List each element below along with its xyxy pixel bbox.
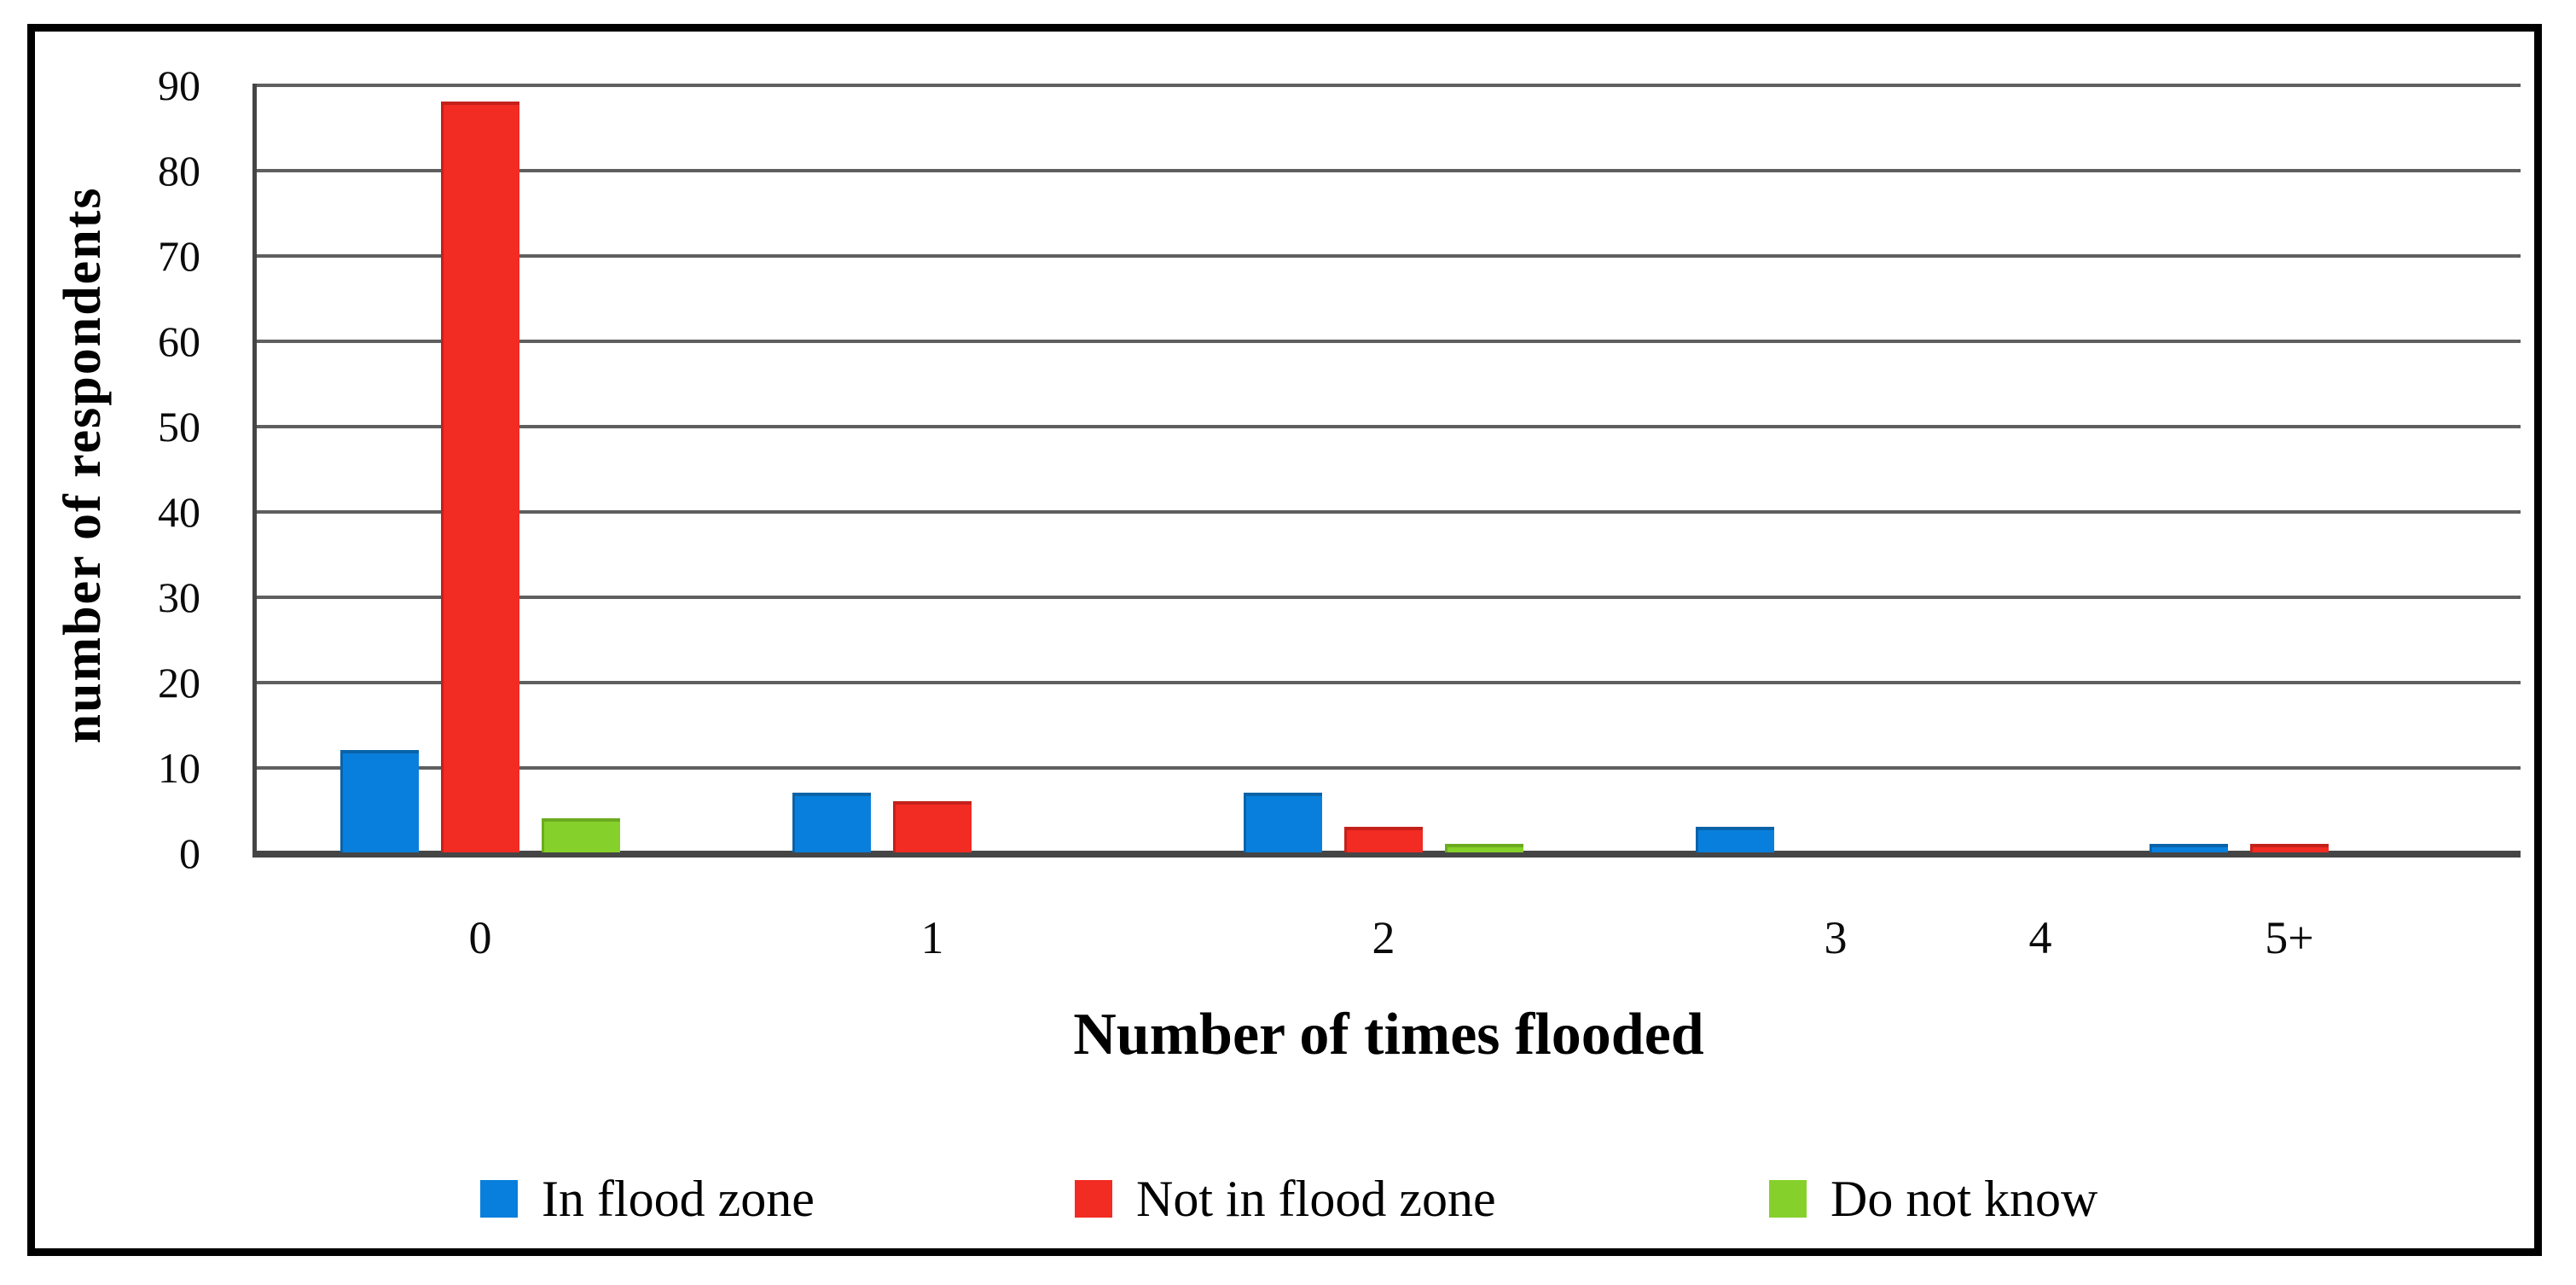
gridline xyxy=(257,340,2521,343)
y-axis-title: number of respondents xyxy=(54,186,112,744)
gridline xyxy=(257,596,2521,599)
y-tick-label: 70 xyxy=(158,232,200,280)
bar-not-in-flood-zone-x0 xyxy=(441,102,519,852)
gridline xyxy=(257,425,2521,428)
y-tick-label: 10 xyxy=(158,744,200,792)
gridline xyxy=(257,84,2521,87)
bar-not-in-flood-zone-x5+ xyxy=(2250,844,2329,852)
x-tick-label: 5+ xyxy=(2265,912,2314,963)
x-tick-label: 3 xyxy=(1824,912,1848,963)
legend-swatch-in-flood-zone xyxy=(480,1180,518,1218)
legend-swatch-not-in-flood-zone xyxy=(1075,1180,1112,1218)
y-tick-label: 20 xyxy=(158,659,200,706)
x-tick-label: 4 xyxy=(2028,912,2052,963)
y-tick-label: 90 xyxy=(158,61,200,109)
y-tick-label: 80 xyxy=(158,147,200,195)
gridline xyxy=(257,766,2521,770)
x-axis-title: Number of times flooded xyxy=(1073,1002,1704,1067)
bar-not-in-flood-zone-x1 xyxy=(893,801,972,852)
bar-do-not-know-x0 xyxy=(542,818,620,852)
bar-in-flood-zone-x0 xyxy=(340,750,419,852)
bar-in-flood-zone-x2 xyxy=(1244,793,1322,852)
gridline xyxy=(257,169,2521,172)
y-tick-label: 60 xyxy=(158,317,200,365)
gridline xyxy=(257,681,2521,684)
y-tick-label: 50 xyxy=(158,403,200,451)
gridline xyxy=(257,254,2521,258)
y-tick-label: 0 xyxy=(179,829,200,877)
y-tick-label: 40 xyxy=(158,488,200,536)
x-tick-label: 0 xyxy=(468,912,492,963)
gridline xyxy=(257,510,2521,514)
bar-in-flood-zone-x3 xyxy=(1696,827,1774,852)
y-tick-label: 30 xyxy=(158,573,200,621)
y-axis-line xyxy=(252,84,257,857)
bar-in-flood-zone-x1 xyxy=(792,793,871,852)
legend-label: In flood zone xyxy=(542,1171,815,1227)
x-axis-baseline xyxy=(252,851,2521,858)
legend-swatch-do-not-know xyxy=(1769,1180,1807,1218)
x-tick-label: 2 xyxy=(1372,912,1395,963)
legend-label: Not in flood zone xyxy=(1136,1171,1496,1227)
legend-label: Do not know xyxy=(1830,1171,2098,1227)
bar-not-in-flood-zone-x2 xyxy=(1344,827,1423,852)
bar-do-not-know-x2 xyxy=(1445,844,1523,852)
bar-in-flood-zone-x5+ xyxy=(2150,844,2228,852)
x-tick-label: 1 xyxy=(920,912,944,963)
